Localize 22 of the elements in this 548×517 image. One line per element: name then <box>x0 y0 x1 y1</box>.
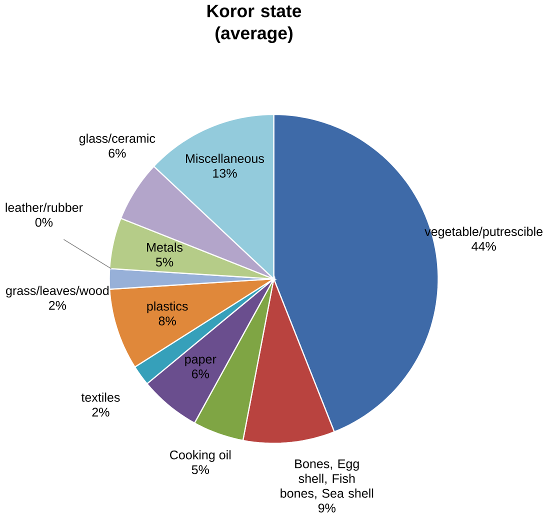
chart-title: Koror state (average) <box>207 4 302 43</box>
text: 0% <box>35 218 53 227</box>
slice-label: Miscellaneous <box>186 154 264 163</box>
slice-label: paper <box>185 356 216 366</box>
data-label: 6% <box>108 148 126 158</box>
data-label: 5% <box>192 465 210 474</box>
slice-label: Metals <box>147 242 183 252</box>
slice-label: Cooking oil <box>170 450 231 462</box>
slice-label: Bones, Egg shell, Fish bones, Sea shell <box>280 459 374 500</box>
slice-label: glass/ceramic <box>79 133 156 146</box>
slice-label: grass/leaves/wood <box>6 286 109 298</box>
slice-label: plastics <box>147 301 188 313</box>
category-label: leather/rubber <box>6 202 83 212</box>
data-label: 8% <box>158 316 176 326</box>
data-label: 2% <box>49 300 66 310</box>
data-label: 44% <box>472 242 496 251</box>
slice-label: textiles <box>81 392 120 402</box>
data-label: 5% <box>156 258 174 266</box>
data-label: 13% <box>213 168 237 178</box>
data-label: 2% <box>92 408 110 416</box>
data-label: 9% <box>318 503 336 512</box>
data-label: 6% <box>192 369 210 378</box>
